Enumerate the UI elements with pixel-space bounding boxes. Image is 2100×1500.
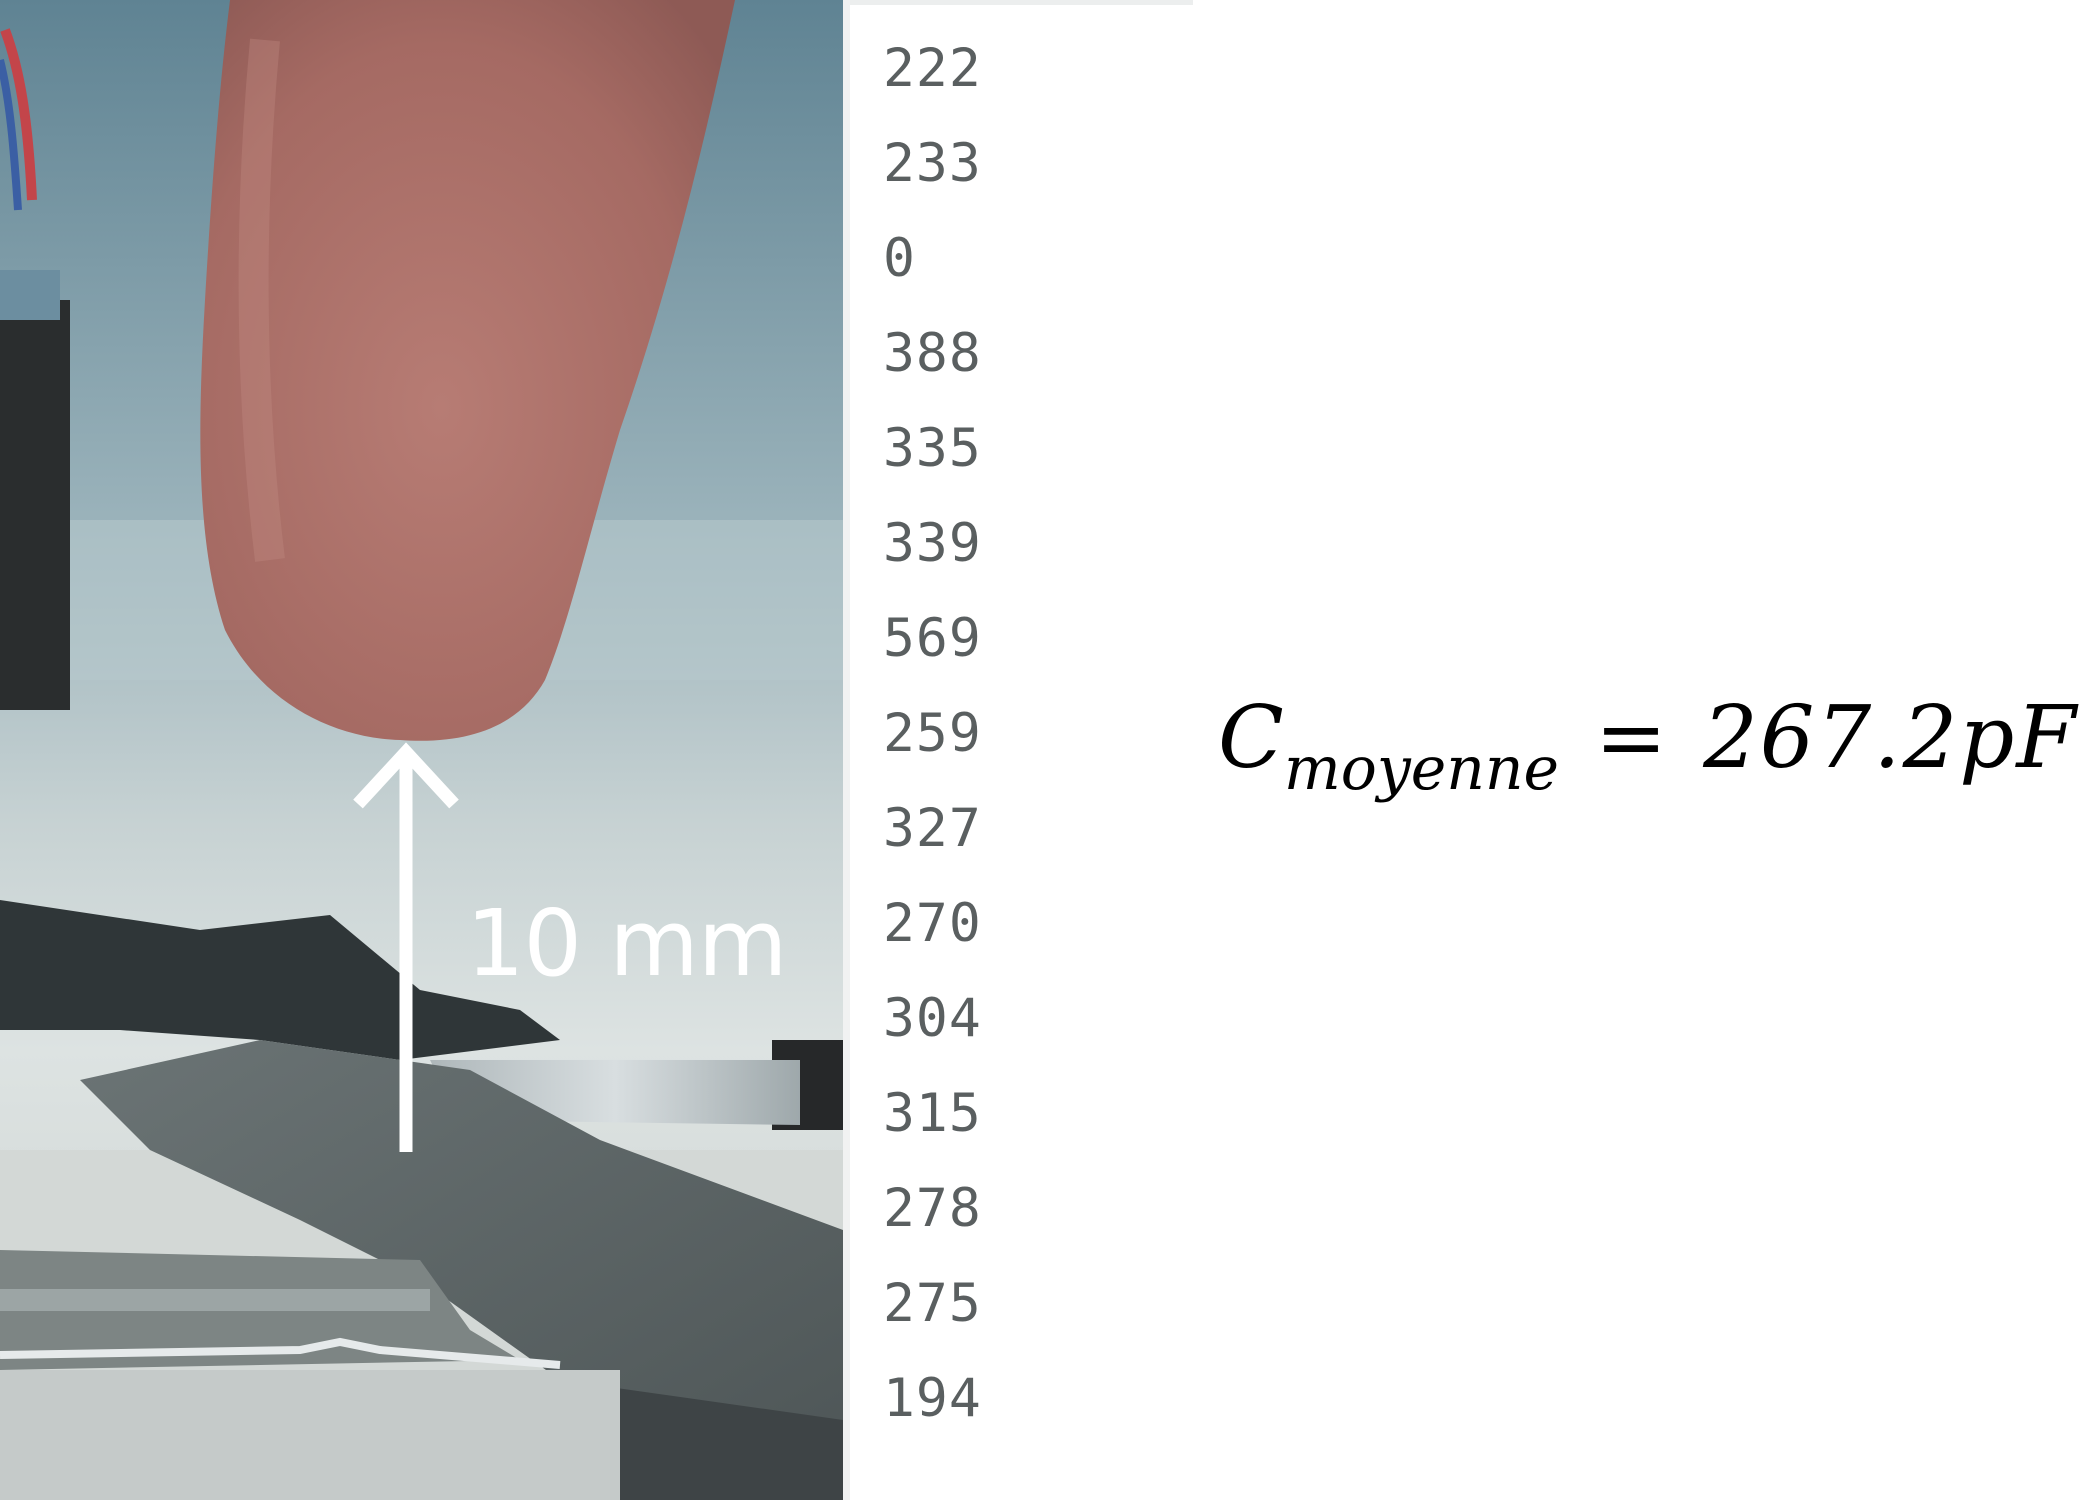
serial-reading: 0 — [883, 228, 916, 289]
formula-subscript: moyenne — [1283, 734, 1560, 804]
photo-scene — [0, 0, 843, 1500]
serial-reading: 327 — [883, 798, 982, 859]
serial-reading: 304 — [883, 988, 982, 1049]
serial-reading: 335 — [883, 418, 982, 479]
serial-reading: 315 — [883, 1083, 982, 1144]
serial-reading: 259 — [883, 703, 982, 764]
cable-blue — [0, 59, 22, 211]
serial-reading: 233 — [883, 133, 982, 194]
formula-symbol: C — [1218, 688, 1284, 788]
distance-label: 10 mm — [466, 890, 788, 997]
clamp-cap — [0, 270, 60, 320]
dark-sheet-back — [0, 900, 560, 1060]
panel-left-edge — [843, 0, 850, 1500]
serial-readings-list: 222 233 0 388 335 339 569 259 327 270 304 315 278 275… — [883, 34, 982, 1459]
foreground-shadow — [560, 1380, 843, 1500]
grey-sheet — [80, 1040, 843, 1500]
bottom-table — [0, 1370, 620, 1500]
serial-reading: 222 — [883, 38, 982, 99]
serial-reading: 569 — [883, 608, 982, 669]
finger-photo: 10 mm — [0, 0, 843, 1500]
serial-reading: 275 — [883, 1273, 982, 1334]
serial-monitor-panel: 222 233 0 388 335 339 569 259 327 270 304 315 278 275… — [843, 0, 1193, 1500]
serial-reading: 278 — [883, 1178, 982, 1239]
formula-value: 267.2pF — [1703, 688, 2079, 788]
serial-reading: 339 — [883, 513, 982, 574]
serial-reading: 388 — [883, 323, 982, 384]
serial-reading: 270 — [883, 893, 982, 954]
fingertip — [200, 0, 735, 741]
panel-top-edge — [850, 0, 1193, 5]
average-capacitance-formula: Cmoyenne = 267.2pF — [1218, 695, 2078, 799]
clamp-body — [0, 300, 70, 710]
cable-red — [0, 28, 37, 201]
serial-reading: 194 — [883, 1368, 982, 1429]
finger-highlight — [238, 38, 285, 562]
formula-operator: = — [1595, 688, 1668, 788]
foil-edge — [0, 1337, 561, 1369]
distance-arrow-head — [353, 742, 459, 809]
